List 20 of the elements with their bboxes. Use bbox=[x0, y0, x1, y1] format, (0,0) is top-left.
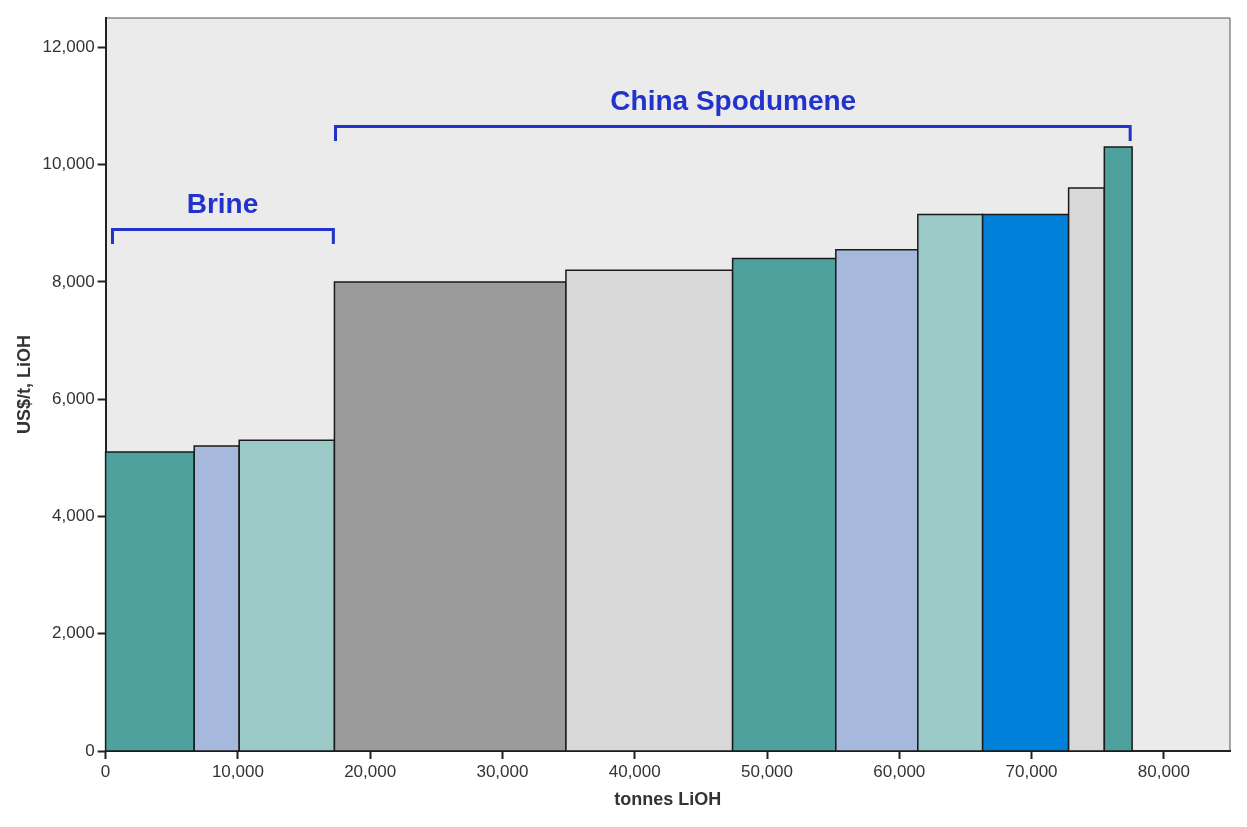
y-tick-label: 8,000 bbox=[52, 271, 95, 291]
x-tick-label: 50,000 bbox=[741, 761, 794, 781]
x-tick-label: 30,000 bbox=[476, 761, 529, 781]
x-axis-title: tonnes LiOH bbox=[614, 789, 722, 810]
y-tick-label: 6,000 bbox=[52, 388, 95, 408]
annotation: China Spodumene bbox=[609, 85, 858, 117]
y-tick-label: 0 bbox=[85, 740, 95, 760]
y-tick-label: 2,000 bbox=[52, 623, 95, 643]
x-tick-label: 10,000 bbox=[211, 761, 264, 781]
x-tick-label: 40,000 bbox=[608, 761, 661, 781]
x-tick-label: 70,000 bbox=[1005, 761, 1058, 781]
x-tick-label: 0 bbox=[100, 761, 111, 781]
y-axis-title: US$/t, LiOH bbox=[13, 334, 34, 435]
x-tick-label: 20,000 bbox=[344, 761, 397, 781]
y-tick-label: 4,000 bbox=[52, 506, 95, 526]
x-tick-label: 80,000 bbox=[1137, 761, 1190, 781]
annotation: Brine bbox=[185, 188, 260, 220]
y-tick-label: 12,000 bbox=[42, 37, 95, 57]
y-tick-label: 10,000 bbox=[42, 154, 95, 174]
x-tick-label: 60,000 bbox=[873, 761, 926, 781]
